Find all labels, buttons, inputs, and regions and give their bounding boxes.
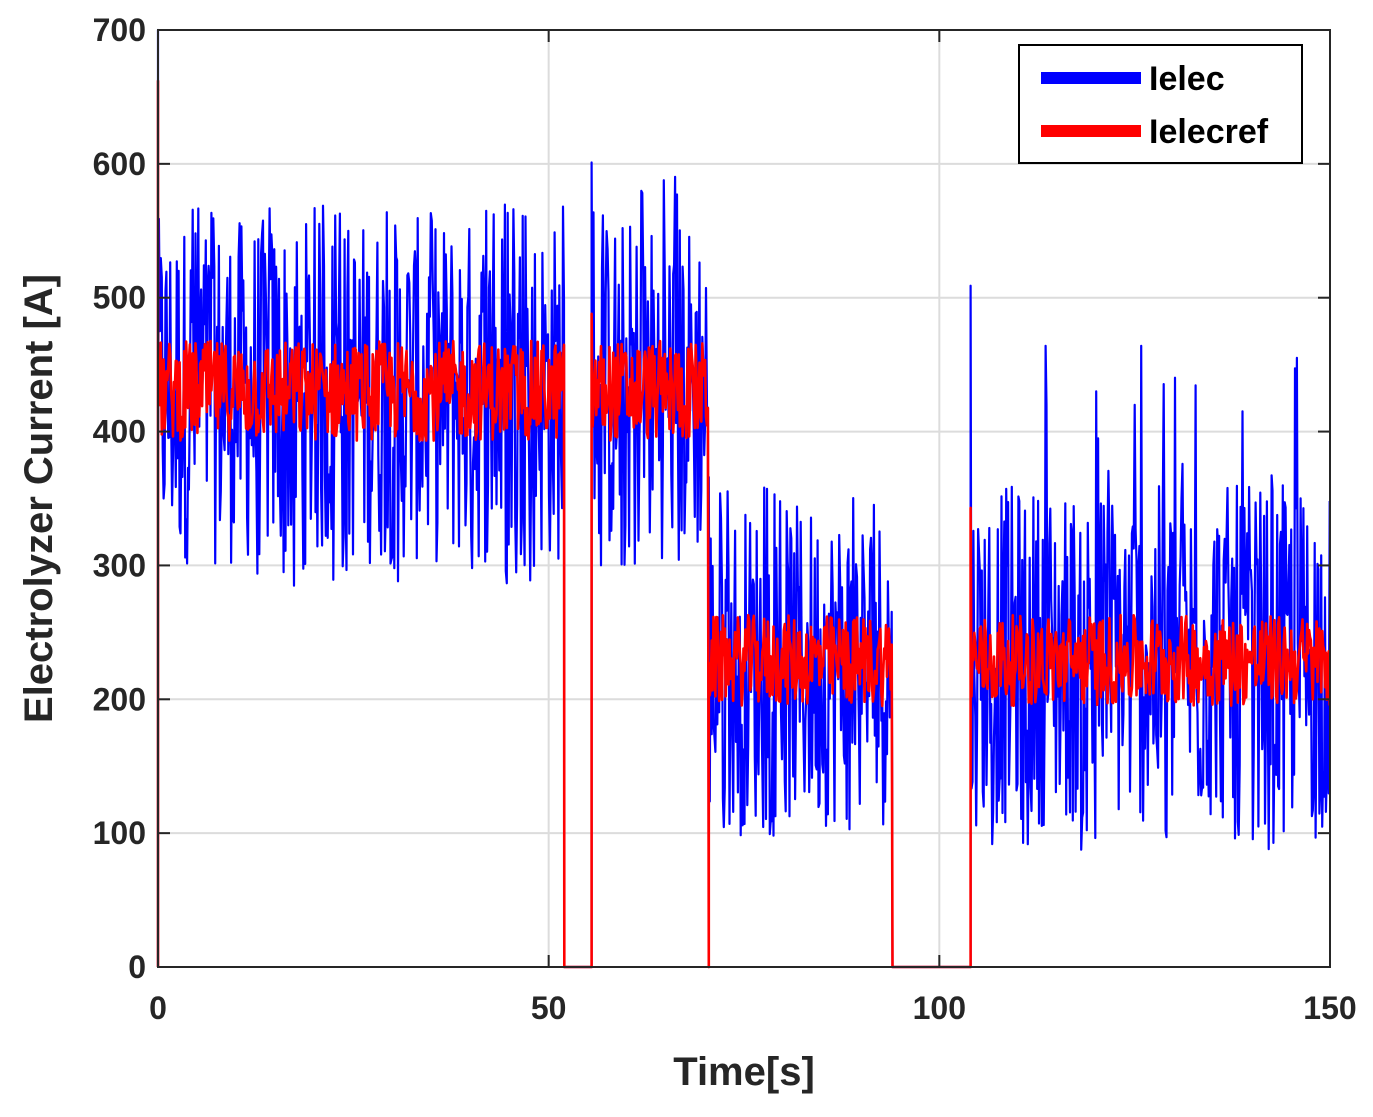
y-tick-label: 0 (128, 949, 146, 985)
series-line-ielecref (156, 79, 1331, 969)
y-tick-label: 100 (93, 815, 146, 851)
plot-area (156, 28, 1331, 969)
y-tick-label: 200 (93, 681, 146, 717)
y-tick-label: 700 (93, 12, 146, 48)
legend-label-ielecref: Ielecref (1149, 113, 1269, 151)
legend-label-ielec: Ielec (1149, 60, 1225, 98)
x-tick-label: 150 (1303, 990, 1356, 1026)
x-axis-title: Time[s] (673, 1050, 815, 1094)
legend-box (1018, 44, 1303, 164)
legend: Ielec Ielecref (1018, 44, 1303, 164)
tick-layer: 0 50 100 150 0 100 200 300 400 500 600 700 (93, 12, 1357, 1026)
y-tick-label: 600 (93, 146, 146, 182)
x-tick-label: 100 (913, 990, 966, 1026)
y-axis-title: Electrolyzer Current [A] (17, 274, 61, 723)
x-tick-label: 0 (149, 990, 167, 1026)
y-tick-label: 500 (93, 280, 146, 316)
data-layer (156, 28, 1331, 969)
y-tick-label: 300 (93, 547, 146, 583)
y-tick-label: 400 (93, 414, 146, 450)
x-tick-label: 50 (531, 990, 567, 1026)
plot-frame (157, 29, 1331, 968)
